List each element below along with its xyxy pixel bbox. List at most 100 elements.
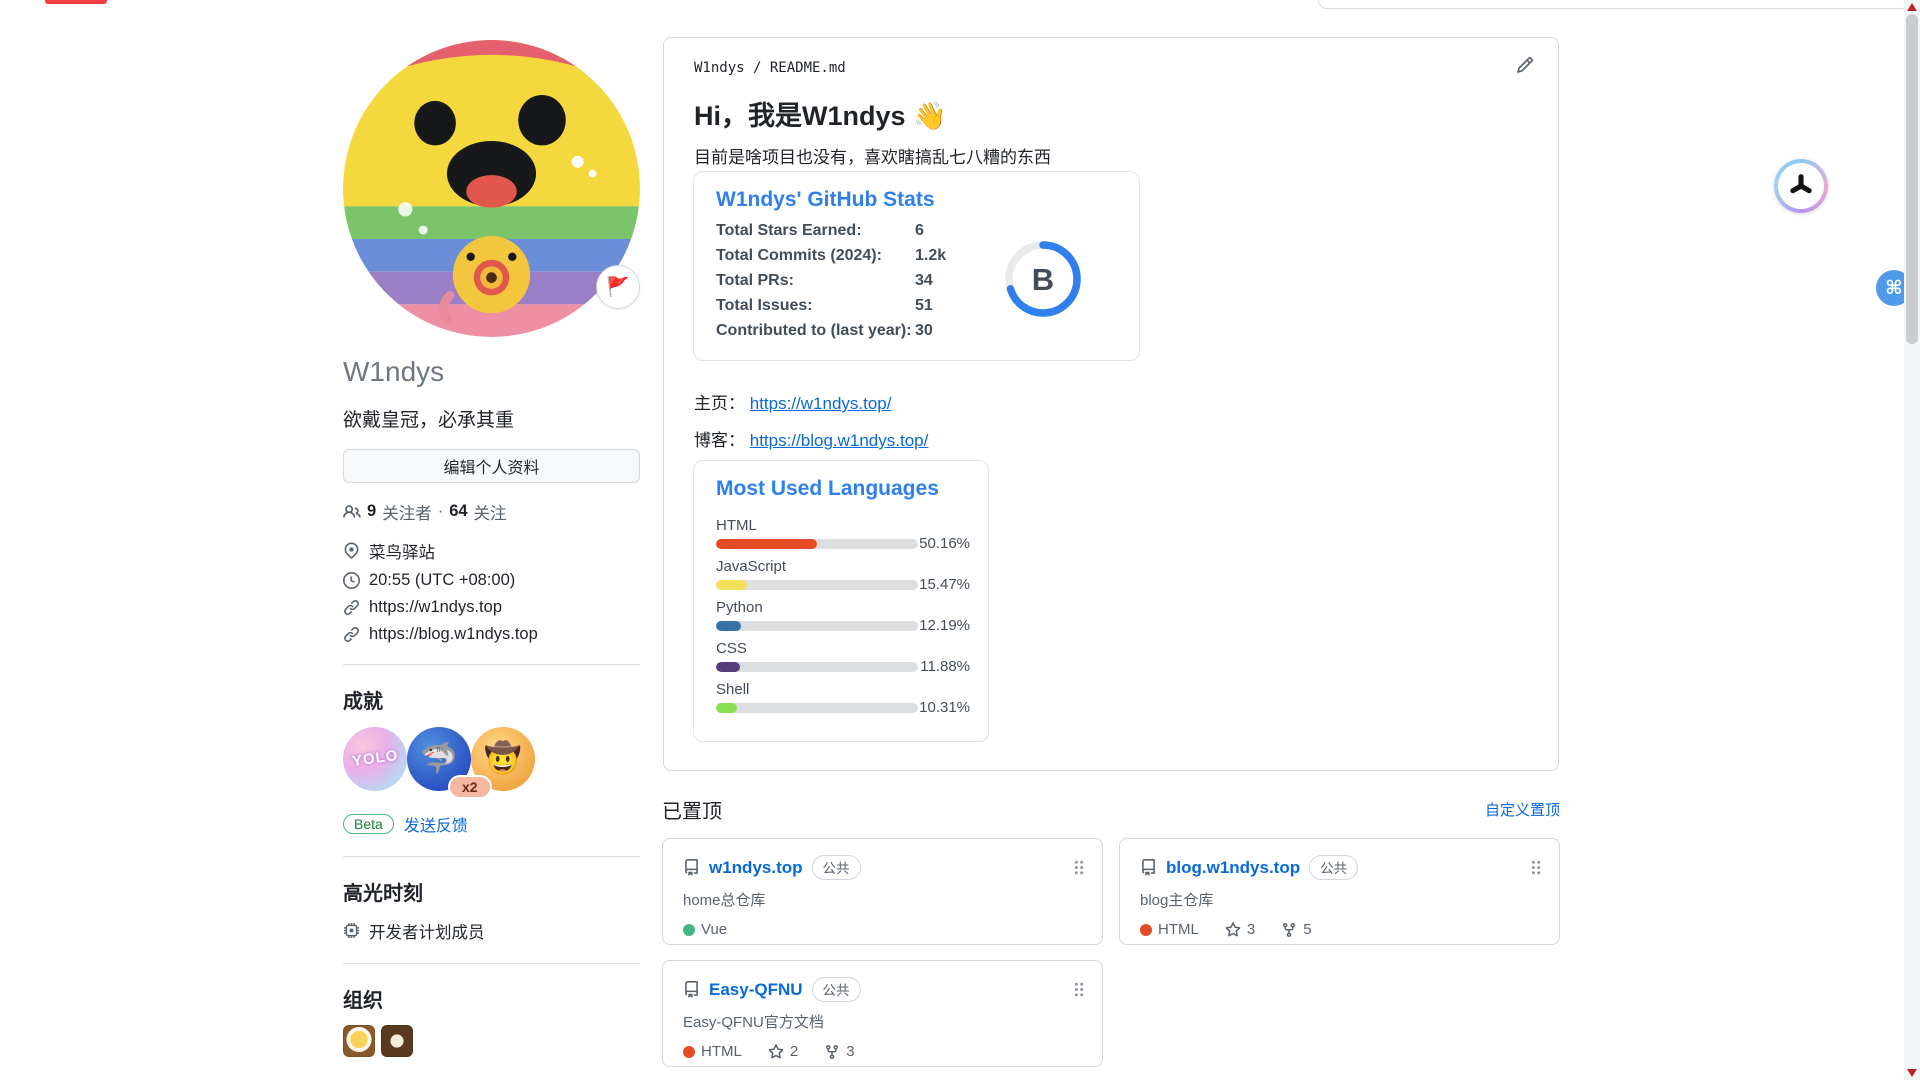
followers-row: 9 关注者 · 64 关注 bbox=[343, 500, 640, 524]
lang-bar bbox=[716, 539, 918, 549]
translate-extension-widget[interactable] bbox=[1774, 159, 1828, 213]
organizations-heading: 组织 bbox=[343, 989, 383, 1012]
blog-link[interactable]: https://blog.w1ndys.top bbox=[369, 624, 538, 643]
people-icon bbox=[343, 504, 361, 518]
drag-grip-icon[interactable] bbox=[1073, 981, 1084, 1003]
scrollbar-thumb[interactable] bbox=[1906, 14, 1918, 344]
edit-readme-button[interactable] bbox=[1516, 56, 1534, 77]
repo-language: HTML bbox=[683, 1043, 742, 1060]
beta-badge: Beta bbox=[343, 813, 394, 834]
badge-multiplier: x2 bbox=[448, 774, 492, 799]
lang-pct: 15.47% bbox=[919, 576, 970, 593]
star-icon bbox=[1225, 921, 1241, 936]
avatar[interactable] bbox=[343, 40, 640, 337]
org-avatar[interactable] bbox=[343, 1024, 375, 1057]
pinned-repo-card: w1ndys.top 公共 home总仓库 Vue bbox=[662, 838, 1103, 945]
homepage-link-row: 主页： https://w1ndys.top/ bbox=[694, 394, 892, 413]
repo-stars[interactable]: 3 bbox=[1225, 921, 1255, 938]
fork-icon bbox=[826, 1044, 839, 1059]
customize-pins-link[interactable]: 自定义置顶 bbox=[1484, 802, 1560, 819]
cpu-icon bbox=[344, 923, 359, 939]
lang-pct: 12.19% bbox=[919, 617, 970, 634]
achievement-badges: YOLO 🦈 🤠 x2 bbox=[343, 726, 640, 799]
visibility-badge: 公共 bbox=[811, 977, 861, 1002]
repo-stars[interactable]: 2 bbox=[768, 1043, 798, 1060]
profile-sidebar: 🚩 W1ndys 欲戴皇冠，必承其重 编辑个人资料 9 关注者 · 64 关注 … bbox=[343, 40, 640, 1057]
flag-status-icon: 🚩 bbox=[606, 277, 630, 298]
stat-value: 6 bbox=[915, 222, 924, 239]
blog-readme-link[interactable]: https://blog.w1ndys.top/ bbox=[749, 431, 929, 450]
repo-icon bbox=[1142, 859, 1155, 876]
lang-label: HTML bbox=[716, 517, 757, 534]
readme-path[interactable]: W1ndys / README.md bbox=[694, 60, 846, 76]
org-avatar[interactable] bbox=[381, 1024, 413, 1057]
command-icon: ⌘ bbox=[1885, 277, 1903, 299]
lang-bar bbox=[716, 703, 918, 713]
stat-label: Total Issues: bbox=[716, 297, 813, 314]
website-link[interactable]: https://w1ndys.top bbox=[369, 597, 502, 616]
scrollbar[interactable] bbox=[1904, 0, 1920, 1080]
avatar-wrap: 🚩 bbox=[343, 40, 640, 337]
followers-label[interactable]: 关注者 bbox=[382, 504, 432, 523]
scroll-up-icon[interactable] bbox=[1907, 3, 1917, 11]
scroll-down-icon[interactable] bbox=[1907, 1069, 1917, 1077]
pinned-repo-card: Easy-QFNU 公共 Easy-QFNU官方文档 HTML 2 bbox=[662, 960, 1103, 1067]
repo-forks[interactable]: 3 bbox=[824, 1043, 855, 1060]
blog-link-row: 博客： https://blog.w1ndys.top/ bbox=[694, 431, 929, 450]
edit-profile-button[interactable]: 编辑个人资料 bbox=[343, 448, 640, 483]
following-label[interactable]: 关注 bbox=[473, 504, 507, 523]
rank-letter: B bbox=[1032, 262, 1054, 297]
languages-card: Most Used Languages HTML 50.16% JavaScri… bbox=[693, 460, 989, 742]
drag-grip-icon[interactable] bbox=[1073, 859, 1084, 881]
developer-program-row: 开发者计划成员 bbox=[343, 919, 640, 943]
lang-pct: 50.16% bbox=[919, 535, 970, 552]
divider bbox=[343, 663, 640, 665]
achievements-heading: 成就 bbox=[343, 690, 383, 713]
language-dot bbox=[1140, 923, 1152, 936]
repo-link[interactable]: blog.w1ndys.top bbox=[1166, 857, 1301, 877]
language-dot bbox=[683, 1045, 695, 1058]
drag-grip-icon[interactable] bbox=[1530, 859, 1541, 881]
star-icon bbox=[768, 1043, 784, 1058]
homepage-link[interactable]: https://w1ndys.top/ bbox=[749, 394, 892, 413]
github-stats-card: W1ndys' GitHub Stats Total Stars Earned:… bbox=[693, 171, 1140, 361]
badge-yolo[interactable]: YOLO bbox=[343, 726, 407, 791]
stat-value: 51 bbox=[915, 297, 933, 314]
pinned-repo-card: blog.w1ndys.top 公共 blog主仓库 HTML 3 bbox=[1119, 838, 1560, 945]
repo-forks[interactable]: 5 bbox=[1281, 921, 1312, 938]
following-count[interactable]: 64 bbox=[449, 502, 468, 521]
lang-pct: 10.31% bbox=[919, 699, 970, 716]
dot-separator: · bbox=[437, 502, 444, 521]
language-dot bbox=[683, 923, 695, 936]
repo-link[interactable]: Easy-QFNU bbox=[709, 979, 803, 999]
repo-description: blog主仓库 bbox=[1140, 892, 1214, 909]
followers-count[interactable]: 9 bbox=[367, 502, 377, 521]
repo-language: HTML bbox=[1140, 921, 1199, 938]
status-emoji-button[interactable]: 🚩 bbox=[596, 265, 640, 309]
lang-label: Python bbox=[716, 599, 763, 616]
website-row: https://w1ndys.top bbox=[343, 598, 640, 617]
location-text: 菜鸟驿站 bbox=[369, 543, 435, 562]
local-time-text: 20:55 (UTC +08:00) bbox=[369, 570, 516, 589]
repo-description: home总仓库 bbox=[683, 892, 766, 909]
stats-title: W1ndys' GitHub Stats bbox=[716, 188, 935, 211]
repo-link[interactable]: w1ndys.top bbox=[709, 857, 803, 877]
profile-details: 菜鸟驿站 20:55 (UTC +08:00) https://w1ndys.t… bbox=[343, 539, 640, 644]
lang-label: Shell bbox=[716, 681, 750, 698]
visibility-badge: 公共 bbox=[811, 855, 861, 880]
location-icon bbox=[344, 542, 359, 559]
badge-quickdraw[interactable]: 🤠 bbox=[471, 726, 535, 791]
browser-red-strip bbox=[45, 0, 107, 4]
wave-emoji: 👋 bbox=[913, 101, 947, 131]
lang-bar bbox=[716, 621, 918, 631]
stat-label: Total Stars Earned: bbox=[716, 222, 862, 239]
send-feedback-link[interactable]: 发送反馈 bbox=[403, 817, 468, 835]
profile-bio: 欲戴皇冠，必承其重 bbox=[343, 409, 515, 431]
lang-pct: 11.88% bbox=[920, 658, 970, 675]
repo-icon bbox=[685, 859, 698, 876]
shark-icon: 🦈 bbox=[420, 742, 458, 776]
pinned-heading: 已置顶 bbox=[662, 801, 722, 823]
stat-value: 30 bbox=[915, 322, 933, 339]
languages-title: Most Used Languages bbox=[716, 477, 939, 500]
